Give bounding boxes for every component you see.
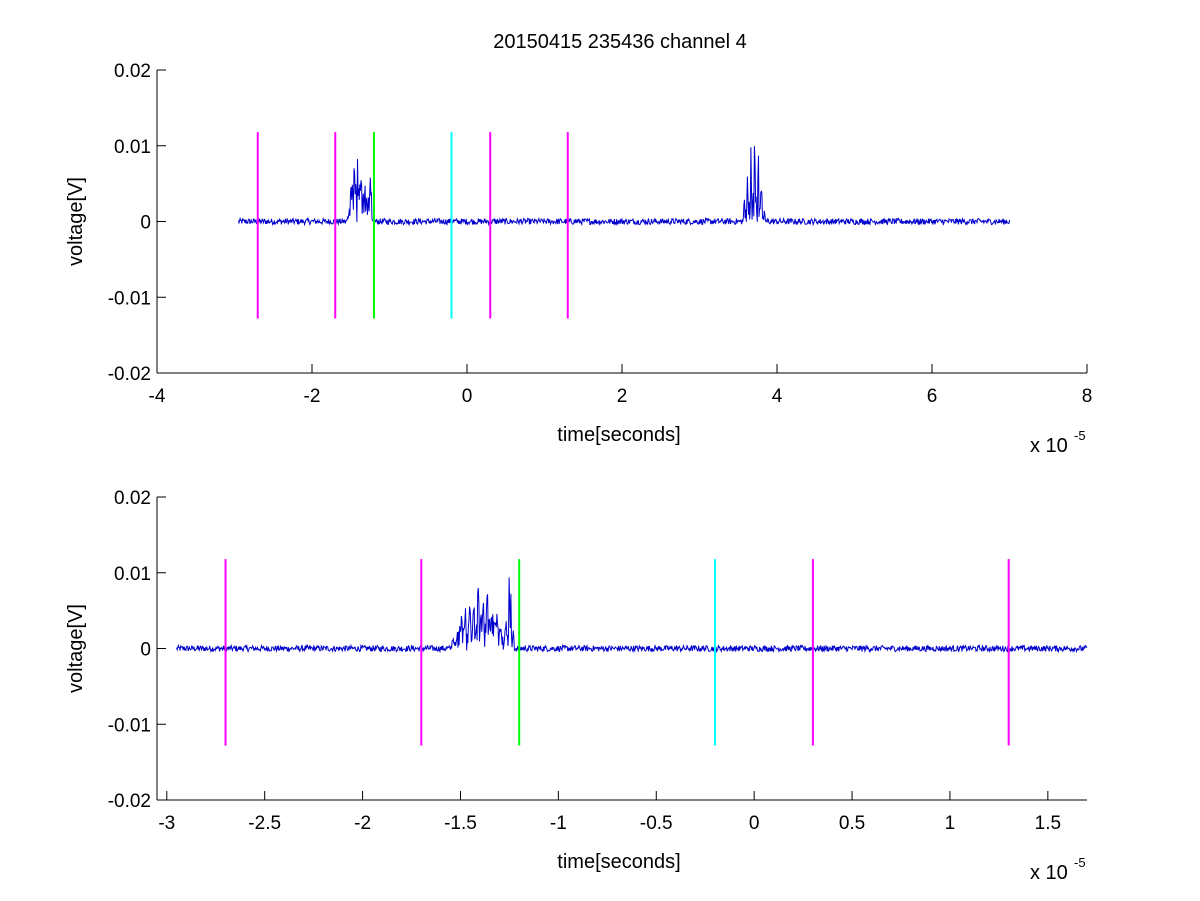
x-multiplier-exponent: -5 xyxy=(1074,855,1086,870)
top-panel: 0.02 0.01 0 -0.01 -0.02-4 -2 0 2 4 6 8 time[seconds… xyxy=(65,61,1092,457)
y-tick-label: -0.01 xyxy=(108,715,151,736)
x-multiplier-exponent: -5 xyxy=(1074,428,1086,443)
x-tick-label: 8 xyxy=(1082,386,1093,407)
y-tick-label: 0.02 xyxy=(114,488,151,509)
y-tick-label: -0.02 xyxy=(108,364,151,385)
y-tick-label: -0.02 xyxy=(108,791,151,812)
y-axis-label: voltage[V] xyxy=(65,177,87,266)
y-tick-label: 0.02 xyxy=(114,61,151,82)
y-tick-label: 0.01 xyxy=(114,564,151,585)
x-tick-label: 1 xyxy=(945,813,956,834)
y-tick-label: -0.01 xyxy=(108,288,151,309)
x-tick-label: -0.5 xyxy=(640,813,673,834)
x-tick-label: -4 xyxy=(149,386,166,407)
x-tick-label: -2 xyxy=(354,813,371,834)
x-tick-label: -3 xyxy=(158,813,175,834)
x-tick-label: -1 xyxy=(550,813,567,834)
x-tick-label: -2 xyxy=(304,386,321,407)
x-tick-label: -1.5 xyxy=(444,813,477,834)
signal-series-line xyxy=(237,146,1010,227)
x-tick-label: 0 xyxy=(749,813,760,834)
y-tick-label: 0.01 xyxy=(114,137,151,158)
signal-series-line xyxy=(176,577,1088,654)
x-multiplier-label: x 10 xyxy=(1030,435,1068,457)
x-tick-label: 0 xyxy=(462,386,473,407)
y-tick-label: 0 xyxy=(140,213,151,234)
x-tick-label: 4 xyxy=(772,386,783,407)
x-tick-label: 0.5 xyxy=(839,813,865,834)
x-tick-label: 2 xyxy=(617,386,628,407)
x-tick-label: 1.5 xyxy=(1035,813,1061,834)
x-axis-label: time[seconds] xyxy=(557,851,680,873)
x-tick-label: -2.5 xyxy=(248,813,281,834)
x-tick-label: 6 xyxy=(927,386,938,407)
x-axis-label: time[seconds] xyxy=(557,424,680,446)
chart-title: 20150415 235436 channel 4 xyxy=(493,31,747,53)
y-tick-label: 0 xyxy=(140,640,151,661)
x-multiplier-label: x 10 xyxy=(1030,862,1068,884)
bottom-panel: 0.02 0.01 0 -0.01 -0.02 -3 -2.5 -2 -1.5 -1 -0.5 0 0.… xyxy=(65,488,1088,884)
y-axis-label: voltage[V] xyxy=(65,604,87,693)
